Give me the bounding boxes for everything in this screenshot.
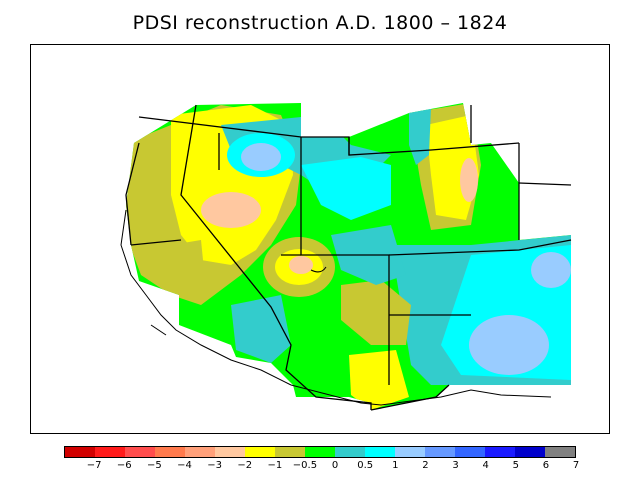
- colorbar-tick-label: −0.5: [292, 460, 318, 471]
- colorbar-swatch: [155, 447, 185, 457]
- colorbar-swatch: [305, 447, 335, 457]
- pdsi-zone-ne-tan: [460, 158, 478, 202]
- colorbar-swatch: [275, 447, 305, 457]
- colorbar-swatch: [365, 447, 395, 457]
- colorbar-tick-label: 3: [452, 460, 459, 471]
- colorbar-tick-label: 5: [512, 460, 519, 471]
- pdsi-zone-far-west-olive: [171, 240, 206, 295]
- colorbar-swatch: [515, 447, 545, 457]
- pdsi-field: [126, 103, 571, 410]
- pdsi-zone-se-blue-2: [531, 252, 571, 288]
- pdsi-zone-south-yellow: [349, 350, 409, 410]
- map-frame: [30, 44, 610, 434]
- colorbar-swatch: [335, 447, 365, 457]
- colorbar-tick-label: 1: [392, 460, 399, 471]
- colorbar-tick-label: −5: [146, 460, 162, 471]
- colorbar-swatch: [215, 447, 245, 457]
- colorbar-swatch: [125, 447, 155, 457]
- colorbar-tick-label: 2: [422, 460, 429, 471]
- colorbar-tick-label: −2: [237, 460, 253, 471]
- colorbar-swatch: [545, 447, 575, 457]
- colorbar-tick-label: 6: [542, 460, 550, 471]
- colorbar-tick-label: 4: [482, 460, 489, 471]
- colorbar-tick-label: 7: [572, 460, 580, 471]
- colorbar-swatch: [65, 447, 95, 457]
- colorbar-swatch: [485, 447, 515, 457]
- colorbar-tick-labels: −7 −6 −5 −4 −3 −2 −1 −0.5 0 0.5 1 2 3 4 5 6 7: [64, 460, 580, 474]
- colorbar-swatch: [245, 447, 275, 457]
- colorbar-swatch: [425, 447, 455, 457]
- colorbar-tick-label: −3: [207, 460, 222, 471]
- colorbar-tick-label: −1: [267, 460, 283, 471]
- pdsi-zone-center-tan: [289, 256, 313, 274]
- colorbar-tick-label: 0.5: [357, 460, 374, 471]
- pdsi-zone-south-olive: [341, 280, 411, 345]
- colorbar-tick-label: 0: [331, 460, 339, 471]
- colorbar-swatch: [95, 447, 125, 457]
- colorbar-swatch: [185, 447, 215, 457]
- coastline: [120, 209, 552, 406]
- colorbar-swatch: [455, 447, 485, 457]
- pdsi-zone-north-blue: [241, 143, 281, 171]
- state-boundaries: [125, 104, 572, 411]
- colorbar-tick-label: −7: [86, 460, 102, 471]
- colorbar-tick-label: −4: [177, 460, 192, 471]
- colorbar-tick-label: −6: [116, 460, 132, 471]
- pdsi-zone-west-tan: [201, 192, 261, 228]
- pdsi-zone-se-blue: [469, 315, 549, 375]
- pdsi-zone-sw-teal: [231, 295, 291, 363]
- map-title: PDSI reconstruction A.D. 1800 – 1824: [132, 12, 508, 34]
- pdsi-map: [120, 103, 572, 411]
- colorbar-swatch: [395, 447, 425, 457]
- pdsi-zone-northcentral-cyan: [301, 157, 391, 220]
- colorbar: [64, 446, 576, 458]
